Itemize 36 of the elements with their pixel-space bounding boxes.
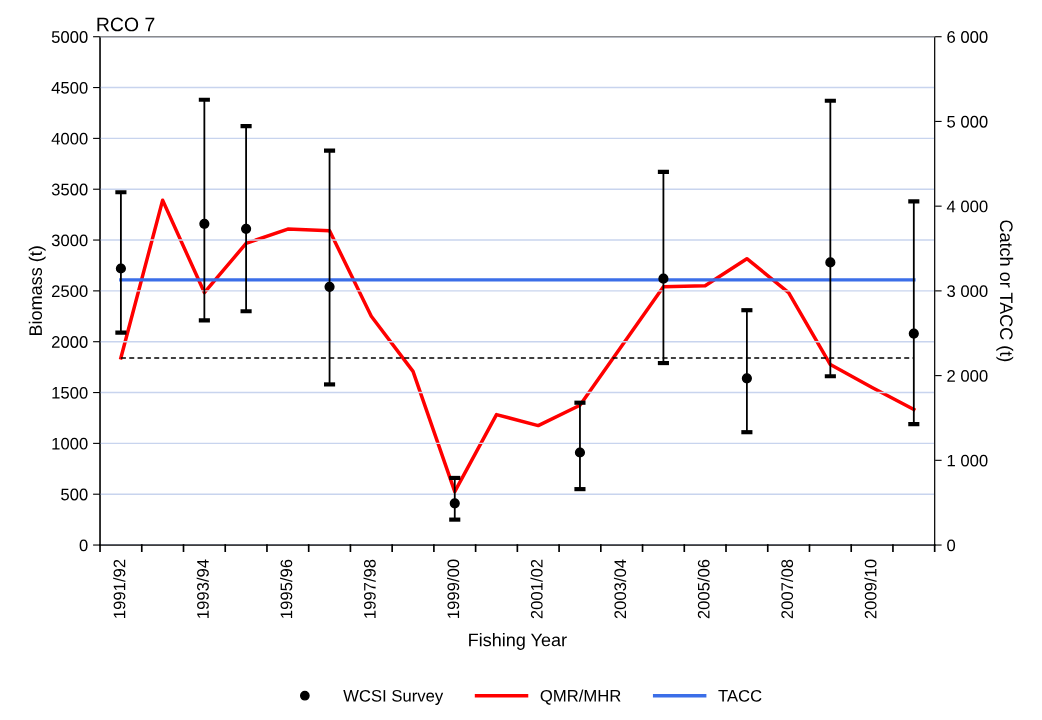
y2-tick-label: 6 000: [947, 31, 988, 43]
legend-label: QMR/MHR: [540, 689, 621, 705]
x-tick-label: 1999/00: [446, 559, 460, 618]
y2-tick-label: 4 000: [946, 200, 988, 213]
y-tick-label: 0: [79, 539, 88, 552]
chart-title: RCO 7: [97, 17, 155, 32]
y2-axis-title: Catch or TACC (t): [996, 220, 1014, 362]
x-tick-label: 2005/06: [697, 559, 710, 619]
legend-label: WCSI Survey: [343, 689, 444, 705]
y-tick-label: 4000: [51, 132, 88, 145]
y2-tick-label: 1 000: [947, 454, 988, 467]
y2-tick-label: 5 000: [947, 115, 988, 128]
x-tick-label: 2003/04: [613, 559, 627, 619]
x-tick-label: 2009/10: [864, 559, 877, 619]
y-tick-label: 3000: [51, 234, 88, 247]
x-tick-label: 1995/96: [280, 559, 293, 618]
legend-label: TACC: [718, 689, 762, 702]
x-axis-title: Fishing Year: [469, 633, 567, 650]
y2-tick-label: 0: [947, 539, 956, 552]
x-tick-label: 2001/02: [530, 559, 543, 619]
y-axis-title: Biomass (t): [28, 246, 46, 336]
y-tick-label: 500: [61, 488, 88, 501]
y-tick-label: 2000: [51, 336, 88, 348]
x-tick-label: 1997/98: [363, 559, 376, 618]
y2-tick-label: 3 000: [947, 285, 988, 298]
y-tick-label: 1000: [52, 437, 88, 450]
y-tick-label: 2500: [51, 285, 88, 298]
y-tick-label: 1500: [52, 386, 88, 399]
x-tick-label: 1991/92: [113, 559, 126, 618]
y2-tick-label: 2 000: [947, 370, 988, 382]
y-tick-label: 5000: [51, 31, 88, 43]
y-tick-label: 3500: [51, 183, 88, 196]
x-tick-label: 1993/94: [196, 559, 209, 618]
y-tick-label: 4500: [51, 81, 88, 94]
line-series: [119, 198, 916, 494]
x-tick-label: 2007/08: [780, 559, 794, 619]
